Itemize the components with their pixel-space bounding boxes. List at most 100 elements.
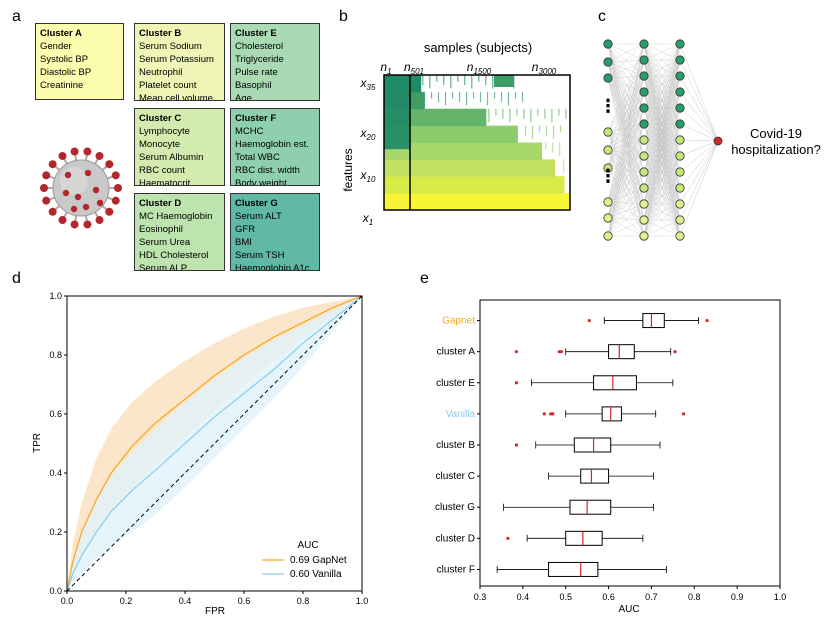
box-category-label: cluster F (437, 564, 475, 575)
network-node (639, 103, 649, 113)
box-iqr (569, 499, 612, 515)
matrix-row-label: x1 (362, 211, 373, 227)
box-outlier (542, 412, 546, 416)
box-category-label: cluster G (435, 502, 475, 513)
panel-label-c: c (598, 8, 606, 25)
cluster-box-d: Cluster C Lymphocyte Monocyte Serum Albumin… (134, 108, 225, 186)
box-outlier (506, 536, 510, 540)
roc-ytick: 0.0 (49, 586, 62, 596)
roc-xtick: 0.6 (238, 596, 251, 606)
network-node (639, 167, 649, 177)
cluster-item: Diastolic BP (40, 67, 92, 78)
cluster-box-f: Cluster D MC Haemoglobin Eosinophil Serum U… (134, 193, 225, 271)
network-node (603, 57, 613, 67)
box-xtick: 0.8 (688, 592, 701, 602)
cluster-box-g: Cluster G Serum ALT GFR BMI Serum TSH Haemogl… (230, 193, 320, 271)
box-xtick: 0.7 (645, 592, 658, 602)
network-node (603, 145, 613, 155)
matrix-col-label: n3000 (532, 60, 557, 76)
cluster-item: Haemoglobin est. (235, 139, 309, 150)
cluster-title: Cluster D (139, 198, 182, 209)
output-node (713, 136, 723, 146)
matrix-title: samples (subjects) (424, 40, 532, 55)
cluster-title: Cluster F (235, 113, 277, 124)
cluster-item: Total WBC (235, 152, 280, 163)
box-iqr (548, 561, 599, 577)
cluster-item: Age (235, 93, 252, 101)
matrix-band (384, 193, 570, 211)
roc-legend-entry: 0.60 Vanilla (290, 569, 342, 580)
roc-ytick: 0.8 (49, 350, 62, 360)
roc-frame (66, 295, 363, 592)
box-xtick: 0.4 (517, 592, 530, 602)
cluster-item: Lymphocyte (139, 126, 190, 137)
roc-band-0 (67, 296, 362, 591)
cluster-item: Eosinophil (139, 224, 183, 235)
box-outlier (514, 350, 519, 354)
network-node (639, 39, 649, 49)
output-label-line2: hospitalization? (731, 142, 821, 157)
cluster-item: Serum ALT (235, 211, 282, 222)
roc-xtick: 0.2 (120, 596, 133, 606)
ellipsis-dots-2: ⋮ (599, 166, 617, 186)
network-node (603, 73, 613, 83)
cluster-title: Cluster A (40, 28, 82, 39)
cluster-item: GFR (235, 224, 256, 235)
box-category-label: cluster B (436, 440, 475, 451)
cluster-box-e: Cluster F MCHC Haemoglobin est. Total WBC RB… (230, 108, 320, 186)
network-node (675, 119, 685, 129)
cluster-item: Pulse rate (235, 67, 278, 78)
virus-icon (40, 147, 122, 229)
cluster-item: Haemoglobin A1c (235, 263, 310, 271)
cluster-item: Monocyte (139, 139, 181, 150)
network-node (639, 135, 649, 145)
cluster-item: MCHC (235, 126, 264, 137)
roc-ylabel: TPR (32, 433, 43, 453)
network-node (675, 151, 685, 161)
cluster-item: Haematocrit (139, 178, 191, 186)
panel-label-b: b (339, 8, 348, 25)
cluster-item: BMI (235, 237, 252, 248)
network-node (639, 119, 649, 129)
network-node (639, 87, 649, 97)
roc-xtick: 1.0 (356, 596, 369, 606)
box-outlier (514, 381, 519, 385)
roc-band-1 (67, 296, 362, 591)
network-node (675, 231, 685, 241)
box-outlier (559, 350, 564, 354)
cluster-item: Neutrophil (139, 67, 183, 78)
box-xtick: 0.5 (559, 592, 572, 602)
roc-xlabel: FPR (205, 606, 225, 617)
cluster-item: Serum TSH (235, 250, 285, 261)
neural-network-diagram: ⋮ ⋮ Covid-19 hospitalization? (599, 39, 821, 241)
network-node (639, 199, 649, 209)
network-node (639, 231, 649, 241)
network-node (675, 55, 685, 65)
box-category-label: cluster C (436, 471, 475, 482)
network-node (675, 215, 685, 225)
roc-line-0 (66, 295, 363, 592)
cluster-item: Serum Sodium (139, 41, 202, 52)
network-node (675, 199, 685, 209)
network-node (603, 127, 613, 137)
cluster-item: RBC count (139, 165, 185, 176)
box-category-label: Vanilla (446, 409, 476, 420)
matrix-col-label: n1 (380, 60, 391, 76)
box-iqr (565, 530, 603, 546)
cluster-box-b: Cluster B Serum Sodium Serum Potassium Neut… (134, 23, 225, 101)
cluster-item: Serum Urea (139, 237, 191, 248)
box-outlier (551, 412, 555, 416)
roc-legend-title: AUC (297, 540, 318, 551)
roc-ytick: 0.4 (49, 468, 62, 478)
cluster-box-c: Cluster E Cholesterol Triglyceride Pulse ra… (230, 23, 320, 101)
network-node (639, 71, 649, 81)
matrix-row-label: x35 (360, 76, 376, 92)
network-node (603, 197, 613, 207)
matrix-band (384, 142, 543, 160)
network-node (603, 163, 613, 173)
network-node (675, 39, 685, 49)
matrix-band (384, 159, 556, 177)
cluster-item: HDL Cholesterol (139, 250, 209, 261)
box-outlier (514, 443, 519, 447)
output-label-line1: Covid-19 (750, 126, 802, 141)
